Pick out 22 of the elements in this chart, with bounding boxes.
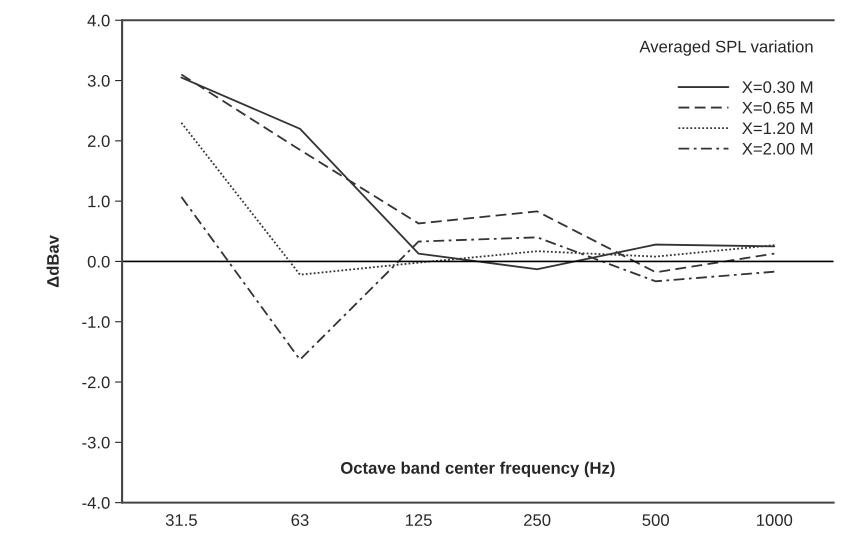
y-axis-title: ΔdBav bbox=[46, 235, 59, 288]
y-tick-label: 4.0 bbox=[88, 14, 110, 26]
legend-label: X=2.00 M bbox=[742, 142, 812, 155]
x-tick-label: 125 bbox=[406, 514, 432, 526]
y-tick-label: 3.0 bbox=[88, 74, 110, 87]
legend-label: X=0.65 M bbox=[742, 102, 812, 114]
legend-label: X=0.30 M bbox=[742, 81, 812, 94]
y-tick-label: 1.0 bbox=[88, 196, 110, 208]
legend-title: Averaged SPL variation bbox=[639, 40, 813, 56]
x-tick-label: 1000 bbox=[757, 514, 792, 526]
y-tick-label: -1.0 bbox=[82, 316, 110, 328]
x-tick-label: 250 bbox=[524, 514, 550, 526]
y-tick-label: -3.0 bbox=[82, 436, 110, 449]
x-tick-label: 500 bbox=[642, 514, 669, 526]
y-tick-label: -4.0 bbox=[82, 497, 110, 509]
y-tick-label: 0.0 bbox=[88, 256, 110, 268]
x-tick-label: 31.5 bbox=[166, 514, 197, 526]
y-tick-label: 2.0 bbox=[88, 135, 110, 148]
y-tick-label: -2.0 bbox=[82, 376, 110, 388]
x-tick-label: 63 bbox=[292, 514, 308, 526]
legend-label: X=1.20 M bbox=[742, 122, 812, 134]
x-axis-title: Octave band center frequency (Hz) bbox=[340, 462, 615, 478]
